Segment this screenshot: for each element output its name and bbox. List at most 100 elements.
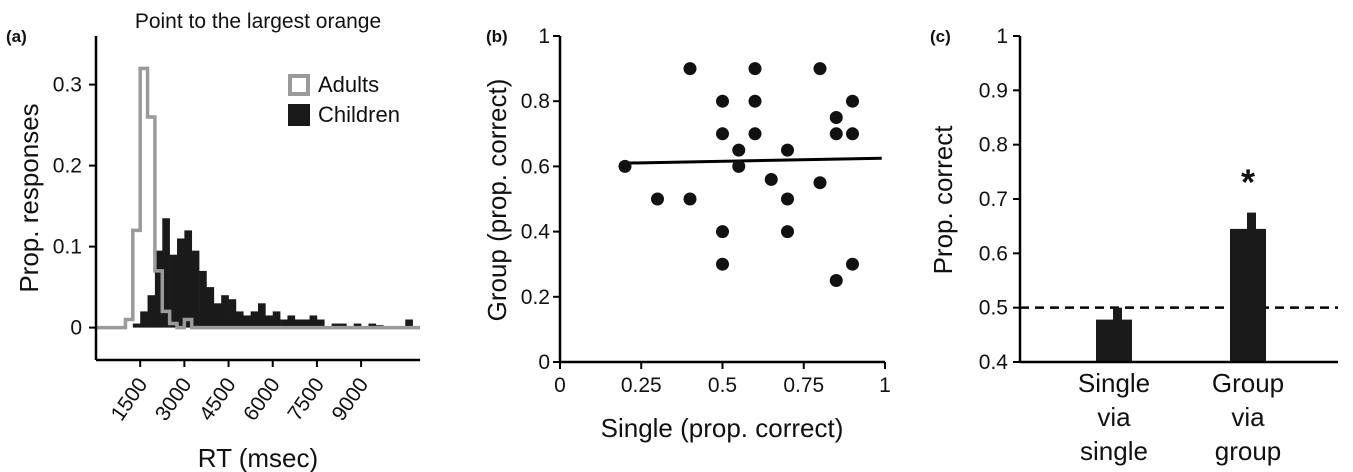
children-bar bbox=[169, 254, 178, 328]
error-bar bbox=[1247, 212, 1256, 230]
children-bar bbox=[339, 323, 347, 328]
scatter-point bbox=[829, 274, 843, 287]
scatter-point bbox=[732, 143, 746, 157]
children-bar bbox=[331, 323, 340, 328]
scatter-point bbox=[748, 94, 762, 108]
scatter-point bbox=[829, 127, 843, 141]
panel-b-y-label: Group (prop. correct) bbox=[482, 79, 512, 322]
x-tick-label: 0 bbox=[554, 374, 566, 397]
x-tick-label: 4500 bbox=[195, 374, 241, 425]
children-bar bbox=[177, 238, 185, 328]
panel-b-letter: (b) bbox=[486, 27, 508, 46]
y-tick-label: 0 bbox=[538, 351, 550, 374]
scatter-point bbox=[716, 94, 729, 108]
panel-a-histogram: (a) Point to the largest orange 00.10.20… bbox=[6, 10, 420, 472]
scatter-point bbox=[683, 62, 697, 76]
scatter-point bbox=[716, 225, 729, 239]
panel-c-y-label: Prop. correct bbox=[928, 125, 958, 275]
adults-outline bbox=[96, 66, 420, 330]
panel-a-letter: (a) bbox=[6, 27, 27, 46]
scatter-point bbox=[813, 176, 827, 190]
children-bar bbox=[243, 315, 251, 328]
scatter-point bbox=[716, 257, 729, 271]
children-bar bbox=[154, 250, 163, 328]
x-tick-label: 1500 bbox=[107, 374, 153, 425]
y-tick-label: 0.3 bbox=[53, 74, 82, 97]
scatter-point bbox=[846, 257, 859, 271]
panel-b-y-ticks: 0 0.2 0.4 0.6 0.8 1 bbox=[521, 25, 560, 374]
panel-c-y-ticks: 0.4 0.5 0.6 0.7 0.8 0.9 1 bbox=[979, 25, 1020, 374]
scatter-point bbox=[781, 192, 794, 206]
panel-a-legend: Adults Children bbox=[288, 72, 400, 127]
x-tick-label: 9000 bbox=[328, 374, 374, 425]
y-tick-label: 1 bbox=[996, 25, 1008, 48]
category-label: Single bbox=[1078, 368, 1150, 398]
x-tick-label: 7500 bbox=[283, 374, 329, 425]
scatter-point bbox=[846, 127, 859, 141]
y-tick-label: 0.2 bbox=[53, 155, 82, 178]
children-bar bbox=[405, 319, 413, 328]
y-tick-label: 0.9 bbox=[979, 79, 1008, 102]
x-tick-label: 0.75 bbox=[783, 374, 824, 397]
scatter-point bbox=[748, 127, 762, 141]
panel-a-title: Point to the largest orange bbox=[135, 10, 381, 33]
children-bar bbox=[265, 315, 274, 328]
category-label: via bbox=[1231, 402, 1265, 432]
panel-a-y-ticks: 0 0.1 0.2 0.3 bbox=[53, 74, 96, 340]
legend-swatch-adults bbox=[288, 74, 310, 96]
children-bar bbox=[287, 315, 296, 328]
panel-c-bar: (c) * 0.4 0.5 0.6 0.7 0.8 0.9 1 Single via singl… bbox=[928, 25, 1338, 466]
bar-single bbox=[1096, 319, 1132, 362]
children-bar bbox=[147, 295, 156, 328]
panel-b-x-ticks: 0 0.25 0.5 0.75 1 bbox=[554, 362, 891, 397]
significance-marker: * bbox=[1241, 162, 1255, 203]
x-tick-label: 0.25 bbox=[621, 374, 662, 397]
children-bar bbox=[258, 303, 266, 328]
bar-group bbox=[1230, 228, 1266, 362]
children-bar bbox=[191, 250, 200, 328]
category-label: via bbox=[1097, 402, 1131, 432]
children-bar bbox=[199, 270, 207, 328]
y-tick-label: 0.8 bbox=[979, 134, 1008, 157]
children-bar bbox=[213, 303, 222, 328]
children-bar bbox=[162, 218, 170, 328]
children-bar bbox=[316, 319, 325, 328]
y-tick-label: 0.4 bbox=[979, 351, 1009, 374]
legend-label-adults: Adults bbox=[318, 72, 379, 97]
y-tick-label: 0.1 bbox=[53, 236, 82, 259]
scatter-point bbox=[651, 192, 664, 206]
scatter-point bbox=[764, 172, 778, 186]
scatter-point bbox=[716, 127, 729, 141]
y-tick-label: 0.4 bbox=[521, 221, 551, 244]
y-tick-label: 0.8 bbox=[521, 90, 550, 113]
children-bar bbox=[302, 319, 310, 328]
y-tick-label: 1 bbox=[538, 25, 550, 48]
scatter-point bbox=[781, 225, 794, 239]
y-tick-label: 0.7 bbox=[979, 188, 1008, 211]
error-bar bbox=[1113, 307, 1122, 321]
children-bar bbox=[184, 230, 193, 328]
x-tick-label: 0.5 bbox=[708, 374, 737, 397]
panel-c-letter: (c) bbox=[930, 27, 951, 46]
scatter-point bbox=[683, 192, 697, 206]
y-tick-label: 0 bbox=[70, 317, 82, 340]
children-bar bbox=[235, 311, 244, 328]
legend-swatch-children bbox=[288, 104, 310, 126]
fit-line bbox=[624, 156, 882, 165]
children-bar bbox=[132, 323, 141, 328]
panel-a-y-label: Prop. responses bbox=[14, 103, 44, 292]
y-tick-label: 0.6 bbox=[521, 155, 550, 178]
children-bar bbox=[221, 295, 229, 328]
children-bar bbox=[294, 319, 303, 328]
y-tick-label: 0.6 bbox=[979, 242, 1008, 265]
children-bar bbox=[368, 323, 377, 328]
x-tick-label: 3000 bbox=[151, 374, 197, 425]
x-tick-label: 1 bbox=[879, 374, 891, 397]
children-bar bbox=[309, 315, 318, 328]
children-bar bbox=[353, 323, 362, 328]
legend-label-children: Children bbox=[318, 102, 400, 127]
category-label: Group bbox=[1212, 368, 1284, 398]
scatter-point bbox=[618, 159, 632, 173]
children-bars bbox=[132, 218, 413, 328]
